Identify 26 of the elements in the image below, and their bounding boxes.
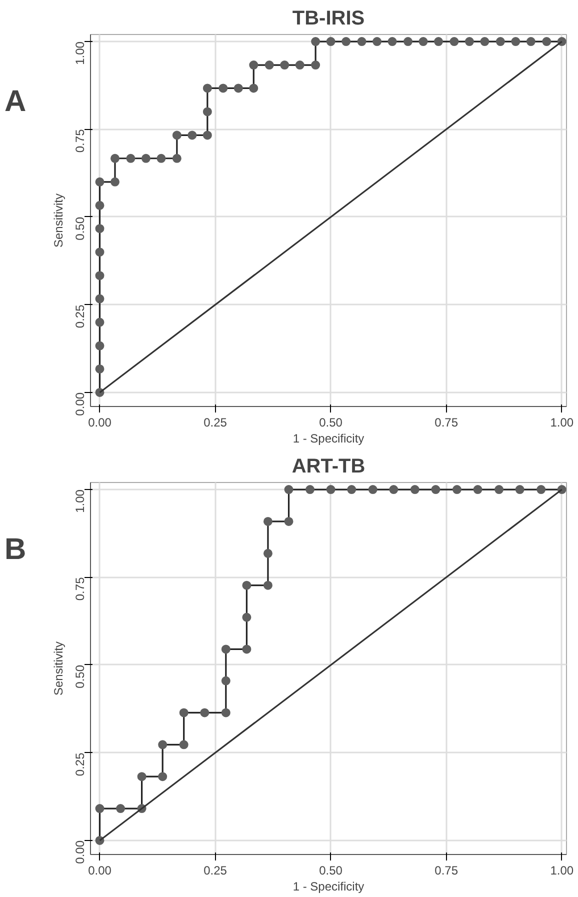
y-tick-label: 0.75 bbox=[73, 128, 87, 153]
y-tick-label: 0.25 bbox=[73, 752, 87, 776]
x-tick-label: 0.25 bbox=[204, 416, 228, 430]
y-tick-label: 1.00 bbox=[73, 41, 87, 65]
y-tick-label: 0.50 bbox=[73, 216, 87, 240]
x-tick-label: 0.00 bbox=[88, 864, 112, 878]
x-tick-label: 0.75 bbox=[434, 416, 458, 430]
x-axis-title: 1 - Specificity bbox=[292, 880, 364, 894]
y-tick-label: 0.50 bbox=[73, 664, 87, 688]
chart-title: ART-TB bbox=[292, 456, 366, 478]
x-axis-title: 1 - Specificity bbox=[292, 432, 364, 446]
y-tick-label: 0.25 bbox=[73, 304, 87, 328]
y-axis-title: Sensitivity bbox=[52, 641, 66, 696]
x-tick-label: 1.00 bbox=[550, 864, 574, 878]
text: B bbox=[4, 532, 26, 566]
x-tick-label: 0.50 bbox=[319, 864, 343, 878]
x-tick-label: 0.25 bbox=[204, 864, 228, 878]
y-tick-label: 0.75 bbox=[73, 576, 87, 601]
x-tick-label: 0.50 bbox=[319, 416, 343, 430]
y-tick-label: 1.00 bbox=[73, 489, 87, 513]
text: A bbox=[4, 84, 26, 118]
y-axis-title: Sensitivity bbox=[52, 193, 66, 248]
x-tick-label: 0.00 bbox=[88, 416, 112, 430]
x-tick-label: 0.75 bbox=[434, 864, 458, 878]
x-tick-label: 1.00 bbox=[550, 416, 574, 430]
chart-title: TB-IRIS bbox=[292, 8, 365, 30]
